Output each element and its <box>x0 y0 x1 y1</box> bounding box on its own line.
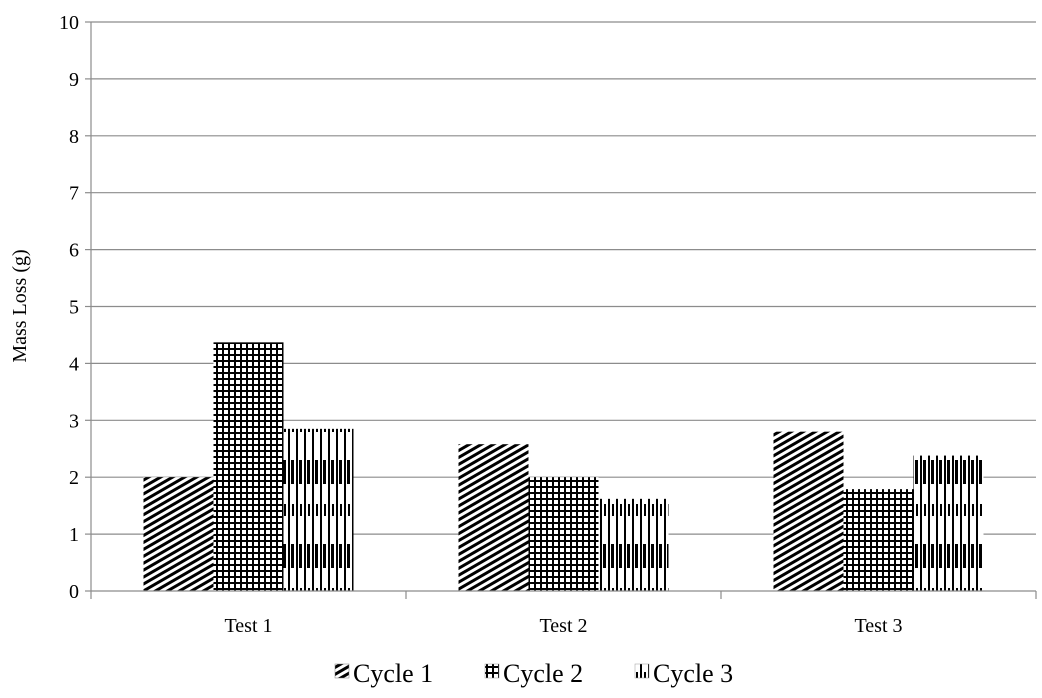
bar-cycle-3-test-2 <box>598 498 669 591</box>
y-tick-labels: 0 1 2 3 4 5 6 7 8 9 10 <box>59 12 79 603</box>
x-tick-label: Test 3 <box>854 615 902 637</box>
bar-cycle-1-test-2 <box>458 444 529 591</box>
bar-cycle-1-test-1 <box>143 477 214 591</box>
y-tick-label: 3 <box>69 410 79 432</box>
y-tick-label: 9 <box>69 69 79 91</box>
x-tick-label: Test 1 <box>224 615 272 637</box>
y-tick-label: 0 <box>69 581 79 603</box>
y-tick-label: 4 <box>69 353 79 375</box>
bars <box>143 342 984 591</box>
y-tick-label: 10 <box>59 12 79 34</box>
bar-cycle-2-test-1 <box>213 342 284 591</box>
y-axis-title: Mass Loss (g) <box>9 249 31 362</box>
bar-cycle-1-test-3 <box>773 431 844 591</box>
legend-swatch-cycle-1 <box>334 663 350 679</box>
legend-swatch-cycle-3 <box>634 663 650 679</box>
axes <box>90 22 1037 599</box>
y-tick-label: 2 <box>69 467 79 489</box>
y-tick-label: 6 <box>69 240 79 262</box>
y-tick-label: 7 <box>69 183 79 205</box>
bar-cycle-3-test-3 <box>913 455 984 591</box>
y-tick-label: 1 <box>69 524 79 546</box>
bar-cycle-3-test-1 <box>283 428 354 591</box>
bar-cycle-2-test-3 <box>843 489 914 591</box>
legend-label-cycle-1: Cycle 1 <box>353 659 433 688</box>
legend-label-cycle-3: Cycle 3 <box>653 659 733 688</box>
x-tick-label: Test 2 <box>539 615 587 637</box>
y-tick-label: 5 <box>69 297 79 319</box>
bar-cycle-2-test-2 <box>528 477 599 591</box>
y-tick-label: 8 <box>69 126 79 148</box>
legend-label-cycle-2: Cycle 2 <box>503 659 583 688</box>
legend-swatch-cycle-2 <box>484 663 500 679</box>
legend: Cycle 1 Cycle 2 Cycle 3 <box>334 659 733 688</box>
x-tick-labels: Test 1 Test 2 Test 3 <box>224 615 902 637</box>
